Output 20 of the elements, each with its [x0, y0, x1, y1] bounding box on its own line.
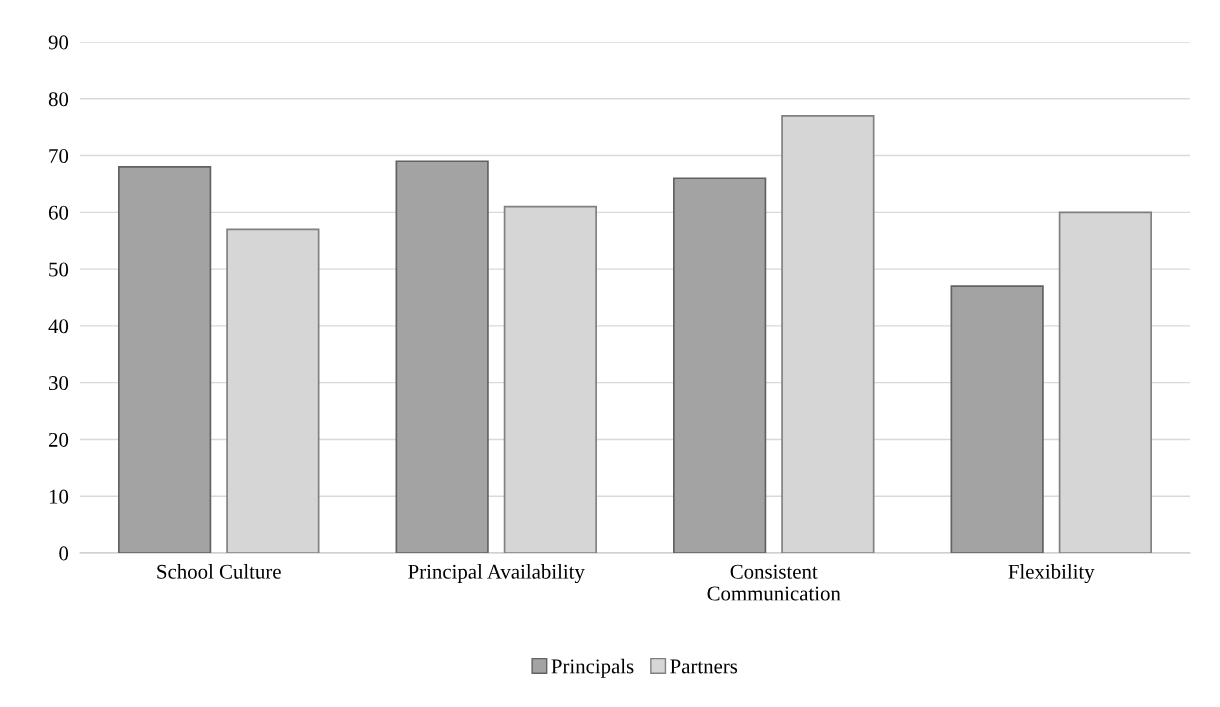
- bar: [395, 160, 489, 553]
- y-tick-label: 30: [49, 376, 69, 391]
- bar: [950, 285, 1044, 553]
- x-tick-label: Principal Availability: [408, 564, 585, 584]
- y-tick-label: 80: [48, 92, 69, 107]
- y-tick-label: 10: [49, 489, 69, 504]
- legend-label: Principals: [551, 658, 634, 678]
- bar: [118, 166, 212, 553]
- y-tick-label: 90: [48, 35, 69, 50]
- legend-label: Partners: [670, 659, 738, 674]
- y-tick-label: 0: [59, 546, 69, 561]
- y-tick-label: 50: [49, 262, 69, 277]
- y-tick-label: 20: [48, 432, 69, 447]
- y-tick-label: 70: [49, 148, 69, 163]
- x-tick-label: School Culture: [157, 564, 281, 579]
- y-tick-label: 60: [48, 205, 69, 220]
- x-tick-label: Consistent Communication: [707, 564, 841, 601]
- bar: [673, 177, 767, 553]
- x-tick-label: Flexibility: [1008, 564, 1095, 584]
- y-tick-label: 40: [48, 319, 69, 334]
